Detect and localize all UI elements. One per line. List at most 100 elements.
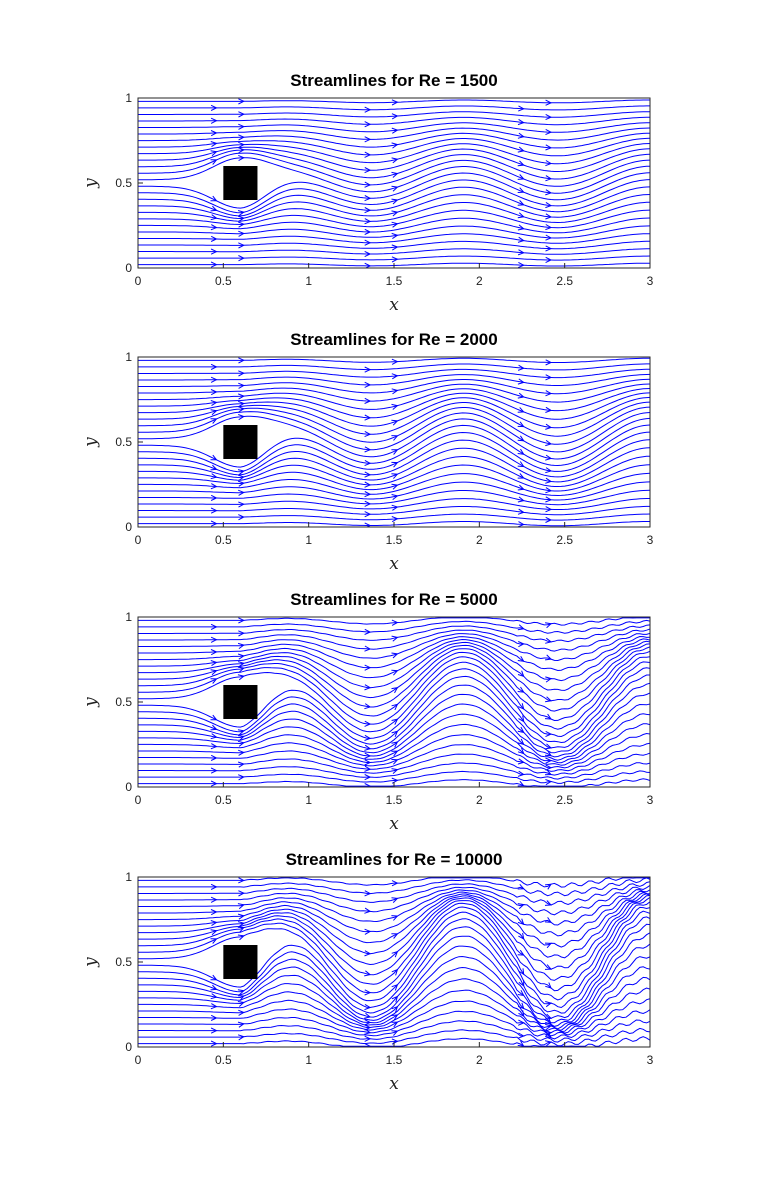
streamline-arrow bbox=[237, 1034, 245, 1041]
streamline-arrow bbox=[210, 920, 218, 927]
streamline-arrow bbox=[517, 461, 525, 468]
streamline bbox=[138, 105, 650, 111]
streamline-arrow bbox=[210, 678, 218, 684]
streamline-arrow bbox=[364, 430, 372, 438]
streamline-arrow bbox=[364, 989, 372, 996]
streamline-arrow bbox=[544, 750, 552, 757]
streamline-arrow bbox=[391, 516, 399, 523]
streamline-arrow bbox=[391, 388, 399, 395]
streamline-arrow bbox=[238, 749, 245, 756]
streamline bbox=[138, 179, 650, 214]
streamline-arrow bbox=[364, 136, 372, 143]
streamline-arrow bbox=[364, 218, 372, 225]
x-tick-label: 3 bbox=[647, 533, 654, 547]
streamline-arrow bbox=[517, 918, 525, 926]
streamline bbox=[138, 363, 650, 371]
streamline-arrow bbox=[391, 221, 399, 228]
streamline-arrow bbox=[517, 989, 525, 997]
streamline-arrow bbox=[517, 421, 525, 428]
streamline-arrow bbox=[237, 653, 245, 660]
streamline bbox=[138, 415, 650, 460]
streamline bbox=[138, 149, 650, 180]
streamline-arrow bbox=[364, 446, 372, 453]
streamline-arrow bbox=[545, 757, 553, 764]
streamline-arrow bbox=[210, 909, 218, 916]
streamline-arrow bbox=[545, 113, 553, 121]
streamline bbox=[138, 906, 650, 1001]
streamline-arrow bbox=[364, 381, 372, 388]
streamline-arrow bbox=[517, 484, 525, 491]
streamline-arrow bbox=[238, 370, 245, 377]
streamline-arrow bbox=[237, 474, 245, 481]
streamline-arrow bbox=[238, 890, 245, 897]
streamline-arrow bbox=[210, 883, 218, 890]
streamline-arrow bbox=[517, 770, 525, 777]
streamline-arrow bbox=[517, 780, 525, 787]
streamlines bbox=[138, 357, 650, 527]
streamline bbox=[138, 674, 650, 749]
streamline-arrow bbox=[237, 1021, 245, 1028]
streamline-arrow bbox=[391, 768, 399, 774]
streamline-arrow bbox=[391, 232, 399, 240]
streamline-arrow bbox=[364, 1024, 372, 1031]
streamline-arrow bbox=[364, 228, 372, 235]
chart-panel-2: Streamlines for Re = 2000 0 0.5 1 1.5 2 2.5 3 0 0… bbox=[81, 330, 654, 574]
streamline-arrow bbox=[545, 1030, 553, 1037]
streamline bbox=[138, 152, 650, 187]
streamline-arrow bbox=[545, 496, 553, 503]
streamline bbox=[138, 357, 650, 363]
streamline-arrow bbox=[545, 654, 553, 661]
streamline-arrow bbox=[545, 743, 553, 750]
streamline-arrow bbox=[545, 779, 553, 786]
streamline-arrow bbox=[391, 730, 399, 737]
streamline-arrow bbox=[517, 378, 525, 385]
streamline-arrow bbox=[364, 1019, 372, 1026]
streamline bbox=[138, 635, 650, 672]
streamline-arrow bbox=[237, 661, 245, 668]
streamline bbox=[138, 966, 650, 1031]
streamline bbox=[138, 201, 650, 224]
streamline-arrow bbox=[391, 483, 399, 490]
streamline-arrow bbox=[364, 720, 372, 727]
streamline bbox=[138, 632, 650, 662]
chart-panel-3: Streamlines for Re = 5000 0 0.5 1 1.5 2 2.5 3 0 0… bbox=[81, 590, 654, 834]
streamline-arrow bbox=[238, 393, 245, 400]
streamline-arrow bbox=[391, 494, 399, 500]
x-axis-label: x bbox=[389, 295, 399, 315]
streamline bbox=[138, 194, 650, 220]
streamline-arrow bbox=[545, 99, 553, 106]
streamline-arrow bbox=[238, 123, 245, 130]
streamline-arrow bbox=[238, 230, 245, 237]
streamline bbox=[138, 682, 650, 754]
streamline bbox=[138, 723, 650, 766]
chart-title: Streamlines for Re = 1500 bbox=[290, 71, 497, 90]
streamline bbox=[138, 889, 650, 926]
x-tick-label: 0 bbox=[135, 274, 142, 288]
streamline-arrow bbox=[364, 744, 372, 751]
streamline-arrow bbox=[210, 1040, 218, 1047]
streamlines bbox=[138, 617, 650, 787]
x-tick-label: 1.5 bbox=[386, 533, 403, 547]
streamline-arrow bbox=[210, 150, 218, 157]
streamline bbox=[138, 624, 650, 643]
streamline-arrow bbox=[237, 666, 245, 673]
streamline-arrow bbox=[545, 201, 553, 209]
x-tick-label: 1 bbox=[305, 793, 312, 807]
streamline-arrow bbox=[238, 617, 245, 624]
streamline-arrow bbox=[391, 127, 399, 134]
y-tick-label: 0.5 bbox=[115, 435, 132, 449]
streamline bbox=[138, 489, 650, 506]
streamline bbox=[138, 513, 650, 521]
streamline bbox=[138, 122, 650, 133]
streamline-arrow bbox=[517, 758, 525, 765]
x-tick-label: 1.5 bbox=[386, 793, 403, 807]
streamline-arrow bbox=[517, 686, 525, 693]
streamline-arrow bbox=[517, 1032, 525, 1039]
streamline-arrow bbox=[237, 480, 245, 487]
streamline-arrow bbox=[517, 496, 525, 503]
streamline-arrow bbox=[517, 174, 525, 180]
streamline-arrow bbox=[517, 655, 525, 662]
streamline-arrow bbox=[210, 974, 218, 981]
streamline-arrow bbox=[518, 641, 525, 648]
streamline bbox=[138, 890, 650, 937]
